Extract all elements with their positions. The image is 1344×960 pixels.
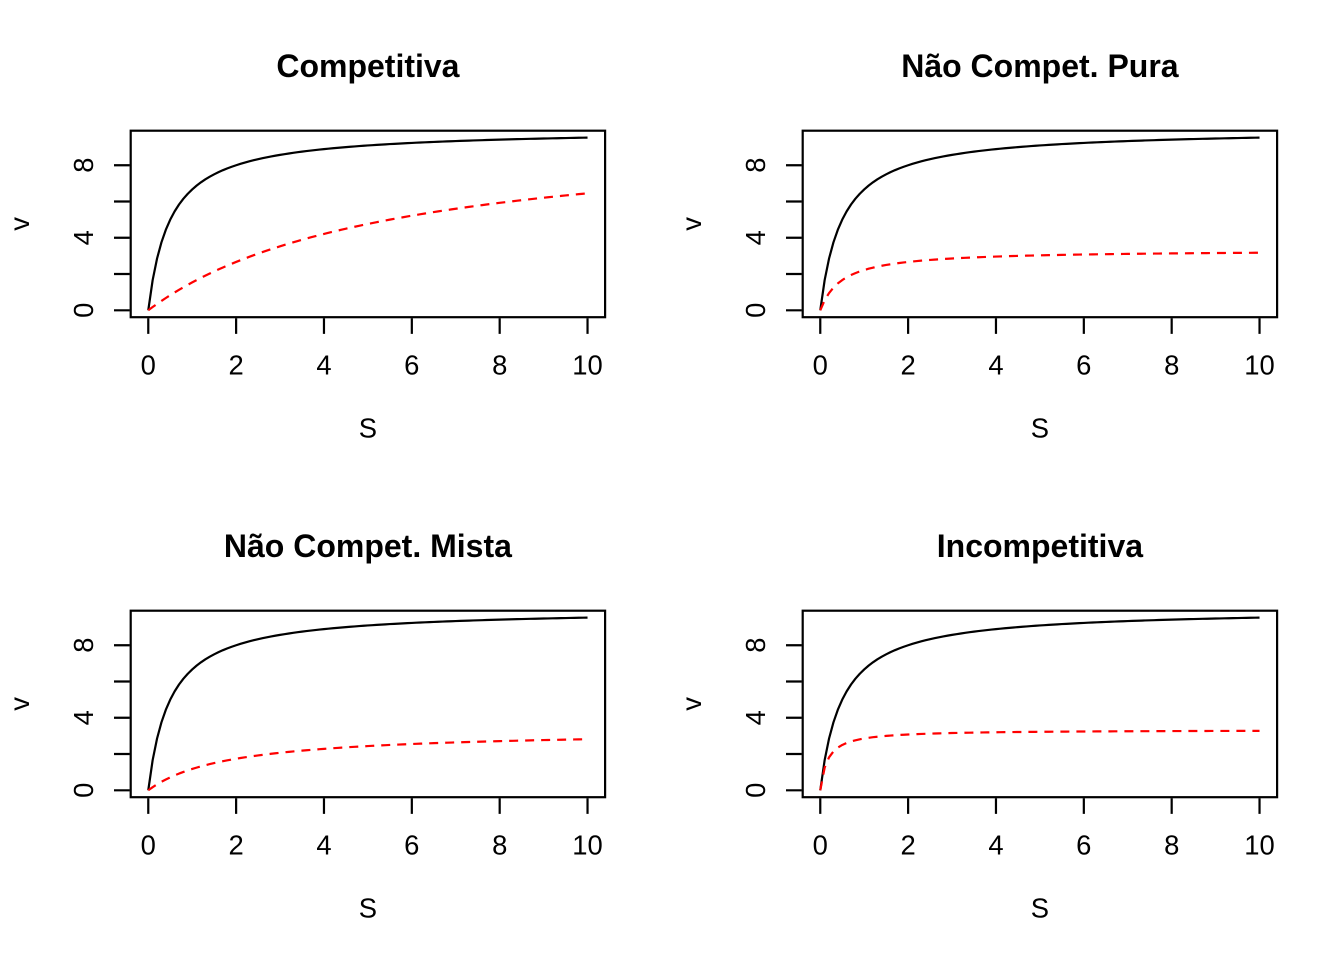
- svg-text:10: 10: [572, 830, 602, 861]
- svg-text:0: 0: [68, 303, 99, 318]
- svg-text:Não Compet. Pura: Não Compet. Pura: [901, 48, 1179, 84]
- svg-text:8: 8: [492, 830, 507, 861]
- svg-text:8: 8: [492, 350, 507, 381]
- svg-text:6: 6: [404, 350, 419, 381]
- svg-text:4: 4: [988, 350, 1003, 381]
- svg-text:S: S: [359, 893, 377, 924]
- svg-text:0: 0: [813, 830, 828, 861]
- svg-text:4: 4: [68, 230, 99, 245]
- svg-text:2: 2: [900, 830, 915, 861]
- svg-text:4: 4: [68, 710, 99, 725]
- svg-text:4: 4: [988, 830, 1003, 861]
- svg-text:S: S: [1031, 413, 1049, 444]
- svg-text:8: 8: [1164, 350, 1179, 381]
- svg-text:0: 0: [68, 783, 99, 798]
- svg-text:4: 4: [740, 230, 771, 245]
- svg-text:8: 8: [68, 638, 99, 653]
- svg-text:2: 2: [228, 350, 243, 381]
- svg-text:Não Compet. Mista: Não Compet. Mista: [224, 528, 512, 564]
- svg-text:0: 0: [813, 350, 828, 381]
- svg-text:0: 0: [740, 303, 771, 318]
- svg-text:8: 8: [68, 158, 99, 173]
- svg-text:v: v: [4, 217, 35, 231]
- svg-text:6: 6: [404, 830, 419, 861]
- svg-text:10: 10: [1244, 830, 1274, 861]
- svg-text:4: 4: [316, 350, 331, 381]
- svg-text:2: 2: [228, 830, 243, 861]
- svg-text:v: v: [4, 697, 35, 711]
- svg-text:6: 6: [1076, 830, 1091, 861]
- svg-text:v: v: [676, 697, 707, 711]
- svg-text:10: 10: [572, 350, 602, 381]
- svg-text:4: 4: [316, 830, 331, 861]
- svg-text:Incompetitiva: Incompetitiva: [937, 528, 1143, 564]
- svg-text:Competitiva: Competitiva: [276, 48, 459, 84]
- svg-text:0: 0: [141, 830, 156, 861]
- svg-text:v: v: [676, 217, 707, 231]
- svg-text:S: S: [1031, 893, 1049, 924]
- svg-text:6: 6: [1076, 350, 1091, 381]
- svg-text:0: 0: [141, 350, 156, 381]
- svg-text:4: 4: [740, 710, 771, 725]
- svg-text:2: 2: [900, 350, 915, 381]
- svg-text:8: 8: [740, 158, 771, 173]
- svg-text:8: 8: [740, 638, 771, 653]
- svg-text:S: S: [359, 413, 377, 444]
- svg-text:10: 10: [1244, 350, 1274, 381]
- svg-text:8: 8: [1164, 830, 1179, 861]
- svg-text:0: 0: [740, 783, 771, 798]
